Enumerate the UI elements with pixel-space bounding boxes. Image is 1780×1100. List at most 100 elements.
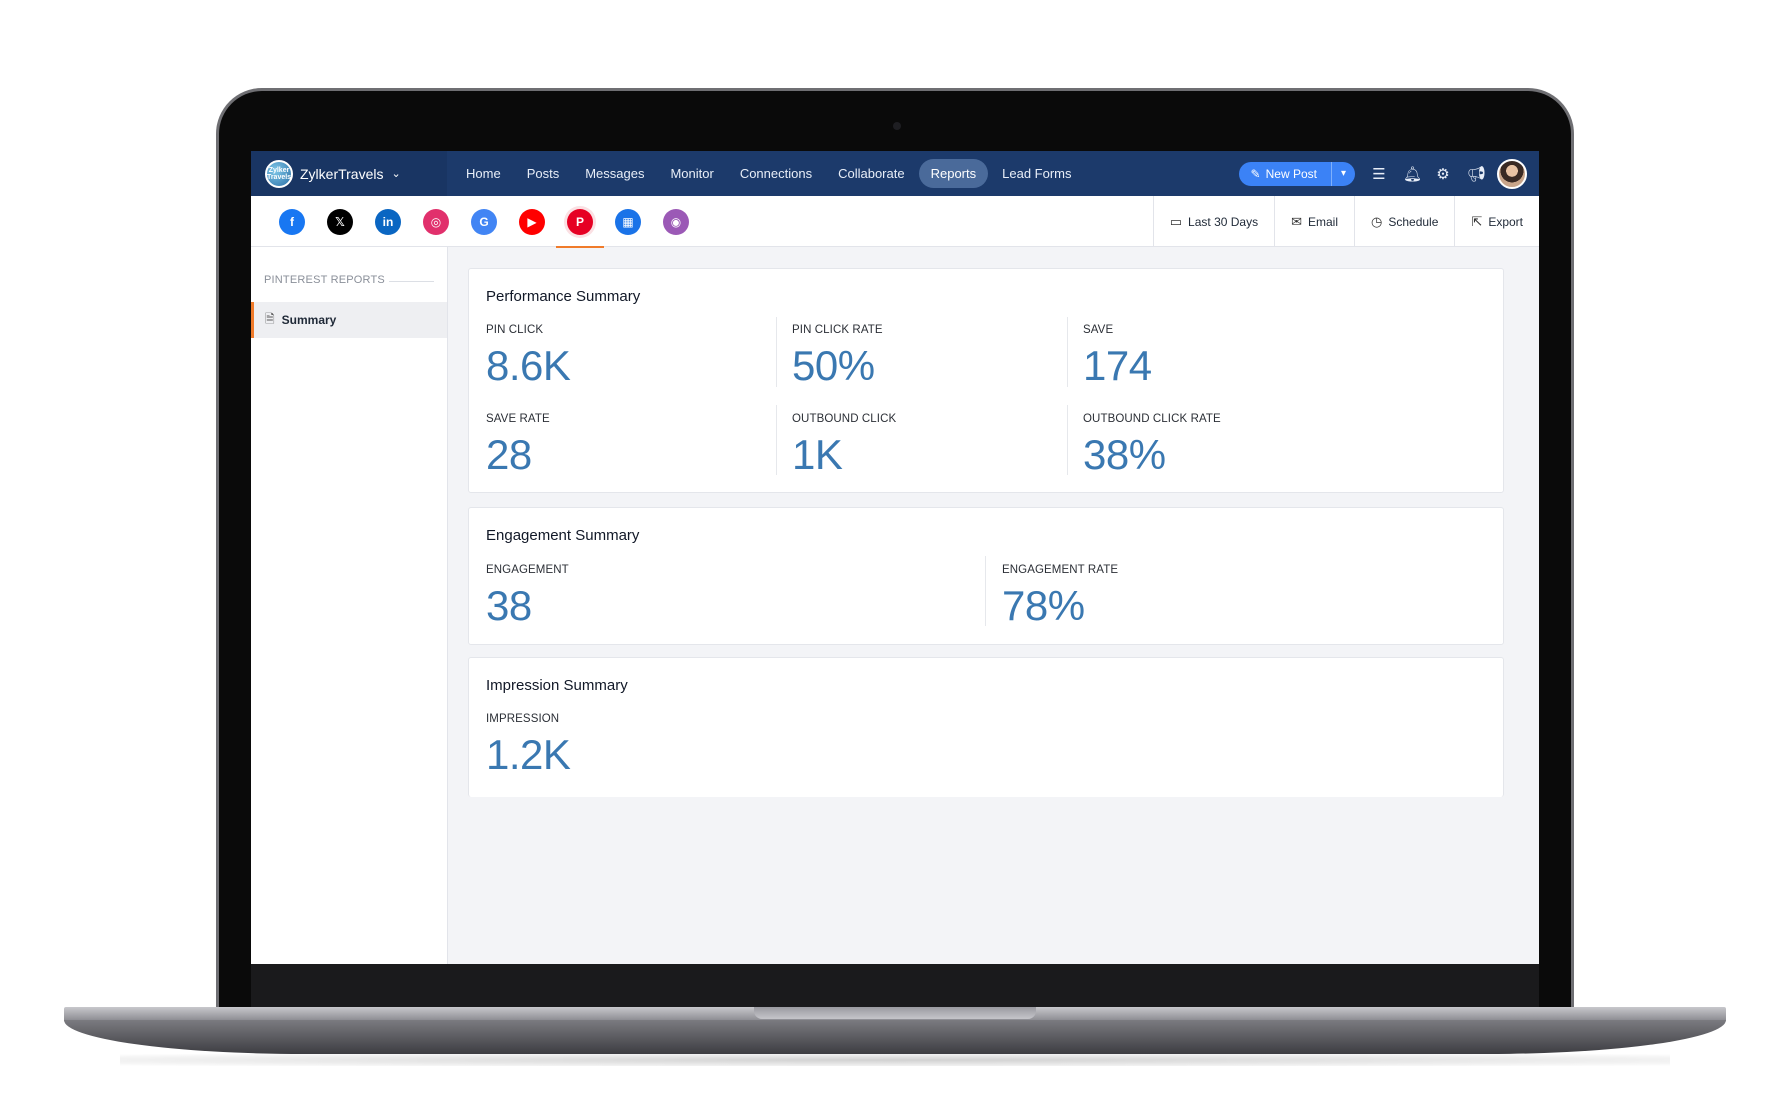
metric-label: ENGAGEMENT [486,564,569,576]
nav-lead-forms[interactable]: Lead Forms [1002,166,1072,181]
brand-switcher[interactable]: Zylker Travels ZylkerTravels ⌄ [251,151,447,196]
megaphone-icon[interactable]: 📢︎ [1467,165,1487,183]
metric-pin-click: PIN CLICK 8.6K [486,324,571,390]
schedule-button[interactable]: ◷ Schedule [1354,196,1454,247]
threads-icon[interactable]: ◉ [663,208,689,235]
sidebar-heading: PINTEREST REPORTS [264,274,385,286]
channel-glyph: ◉ [670,214,682,229]
metric-value: 1.2K [486,731,571,778]
sidebar-item-label: Summary [281,313,337,327]
export-button[interactable]: ⇱ Export [1454,196,1539,247]
metric-value: 174 [1083,342,1152,389]
impression-summary-title: Impression Summary [486,677,628,694]
pencil-icon: ✎ [1250,166,1261,181]
date-range-label: Last 30 Days [1188,214,1259,229]
export-icon: ⇱ [1471,213,1483,229]
metric-label: IMPRESSION [486,713,560,725]
metric-label: SAVE [1083,324,1114,336]
top-right-tools: ✎ New Post ▾ ☰ 🔔︎ ⚙ 📢︎ [1238,151,1527,196]
new-post-label: New Post [1265,166,1317,181]
brand-name: ZylkerTravels [300,165,384,182]
nav-collaborate[interactable]: Collaborate [838,166,905,181]
bell-icon[interactable]: 🔔︎ [1403,165,1423,183]
nav-monitor[interactable]: Monitor [670,166,714,181]
metric-outbound-click: OUTBOUND CLICK 1K [792,413,896,479]
youtube-icon[interactable]: ▶ [519,208,545,235]
export-label: Export [1488,214,1523,229]
metric-save: SAVE 174 [1083,324,1152,390]
channel-glyph: ◎ [430,214,442,229]
laptop-bezel [251,963,1539,1008]
metric-divider [776,317,777,387]
calendar-icon: ▭ [1169,213,1183,229]
instagram-icon[interactable]: ◎ [423,208,449,235]
channel-glyph: P [575,214,584,229]
metric-divider [1067,405,1068,475]
camera-icon [893,122,901,130]
metric-value: 8.6K [486,342,571,389]
chevron-down-icon: ⌄ [391,168,401,180]
email-button[interactable]: ✉ Email [1274,196,1354,247]
google-icon[interactable]: G [471,208,497,235]
avatar[interactable] [1497,158,1527,189]
metric-value: 50% [792,342,875,389]
metric-value: 38 [486,582,532,629]
date-range-button[interactable]: ▭ Last 30 Days [1152,196,1274,247]
channel-glyph: ▦ [622,214,634,229]
app-screen: Zylker Travels ZylkerTravels ⌄ Home Post… [251,151,1539,964]
reports-sidebar: PINTEREST REPORTS 🗎 Summary [251,247,448,964]
document-icon: 🗎 [265,311,275,326]
menu-list-icon[interactable]: ☰ [1372,165,1386,183]
channel-glyph: f [290,214,294,229]
new-post-dropdown-button[interactable]: ▾ [1340,168,1346,179]
metric-divider [1067,317,1068,387]
gear-icon[interactable]: ⚙ [1436,165,1450,183]
new-post-split-button: ✎ New Post ▾ [1238,161,1355,186]
nav-posts[interactable]: Posts [526,166,560,181]
laptop-shadow [120,1054,1670,1066]
metric-impression: IMPRESSION 1.2K [486,713,571,779]
pinterest-icon[interactable]: P [556,208,604,248]
linkedin-icon[interactable]: in [375,208,401,235]
top-navigation-bar: Zylker Travels ZylkerTravels ⌄ Home Post… [251,151,1539,196]
x-icon[interactable]: 𝕏 [327,208,353,235]
channel-glyph: 𝕏 [335,214,345,229]
laptop-base-underside [64,1020,1726,1054]
google-business-icon[interactable]: ▦ [615,208,641,235]
nav-reports[interactable]: Reports [918,159,989,188]
metric-pin-click-rate: PIN CLICK RATE 50% [792,324,883,390]
metric-engagement: ENGAGEMENT 38 [486,564,569,630]
email-label: Email [1308,214,1339,229]
nav-messages[interactable]: Messages [585,166,645,181]
metric-label: PIN CLICK RATE [792,324,883,336]
metric-outbound-click-rate: OUTBOUND CLICK RATE 38% [1083,413,1221,479]
performance-summary-card: Performance Summary PIN CLICK 8.6K PIN C… [468,268,1504,493]
envelope-icon: ✉ [1291,213,1302,229]
channel-glyph: ▶ [527,214,537,229]
metric-label: SAVE RATE [486,413,550,425]
report-actions: ▭ Last 30 Days ✉ Email ◷ Schedule ⇱ Expo… [1152,196,1539,247]
facebook-icon[interactable]: f [279,208,305,235]
nav-home[interactable]: Home [466,166,501,181]
main-nav: Home Posts Messages Monitor Connections … [454,151,1086,196]
schedule-label: Schedule [1388,214,1439,229]
metric-value: 38% [1083,431,1166,478]
new-post-button[interactable]: ✎ New Post [1239,161,1332,186]
metric-divider [985,556,986,626]
channel-glyph: G [479,214,489,229]
sidebar-heading-divider [389,281,434,282]
nav-connections[interactable]: Connections [739,166,813,181]
metric-label: OUTBOUND CLICK RATE [1083,413,1221,425]
metric-label: OUTBOUND CLICK [792,413,897,425]
sidebar-item-summary[interactable]: 🗎 Summary [251,302,447,338]
metric-label: ENGAGEMENT RATE [1002,564,1119,576]
engagement-summary-card: Engagement Summary ENGAGEMENT 38 ENGAGEM… [468,507,1504,645]
metric-divider [776,405,777,475]
metric-engagement-rate: ENGAGEMENT RATE 78% [1002,564,1118,630]
metric-value: 1K [792,431,843,478]
metric-value: 28 [486,431,532,478]
brand-logo-text: Zylker Travels [266,166,292,181]
metric-label: PIN CLICK [486,324,544,336]
